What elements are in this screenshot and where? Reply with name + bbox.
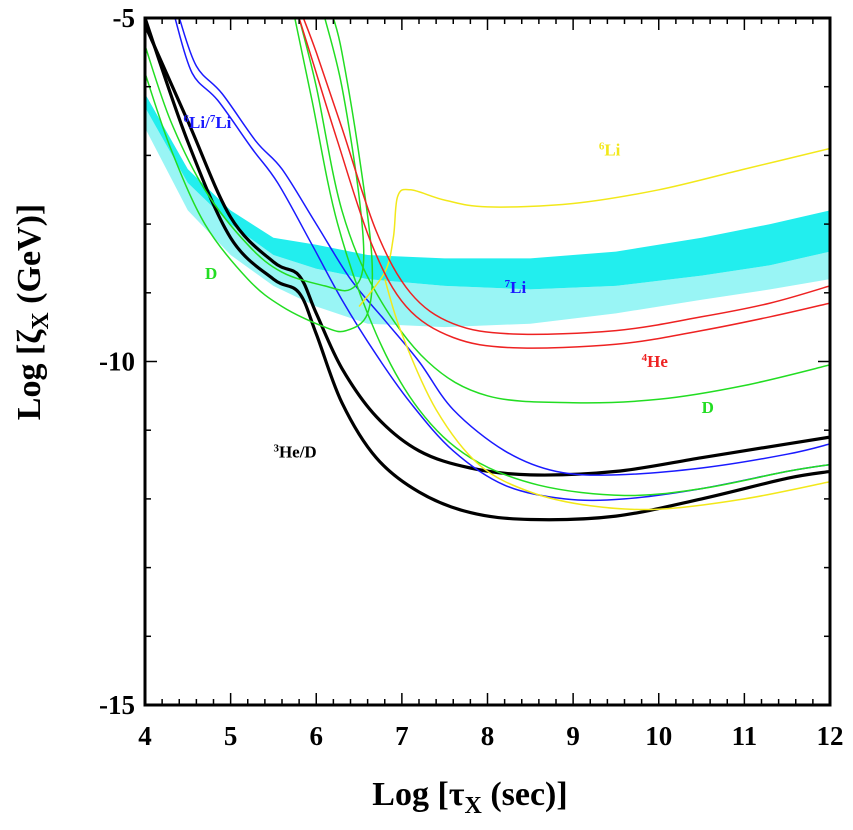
axis-ticks bbox=[144, 17, 831, 706]
curve-label-0: 6Li/7Li bbox=[184, 113, 232, 132]
x-tick-label: 12 bbox=[817, 721, 844, 751]
y-title-sub: X bbox=[28, 312, 54, 330]
curve-7 bbox=[294, 18, 830, 497]
y-tick-label: -15 bbox=[99, 690, 135, 720]
y-tick-label: -5 bbox=[113, 3, 136, 33]
x-tick-label: 4 bbox=[138, 721, 152, 751]
x-axis-title: Log [τX (sec)] bbox=[372, 776, 567, 819]
x-tick-label: 5 bbox=[224, 721, 238, 751]
curve-10 bbox=[302, 18, 830, 336]
curve-9 bbox=[384, 278, 830, 511]
curve-4 bbox=[145, 18, 365, 292]
curve-label-4: D bbox=[205, 264, 217, 283]
y-tick-label: -10 bbox=[99, 347, 135, 377]
x-title-main: Log [τ bbox=[372, 776, 465, 813]
axis-tick-labels: 4 5 6 7 8 9 10 11 12 -5 -10 -15 bbox=[99, 3, 844, 751]
x-tick-label: 9 bbox=[566, 721, 580, 751]
y-axis-title: Log [ζX (GeV)] bbox=[11, 204, 54, 420]
lithium-7-bands bbox=[145, 93, 830, 328]
x-title-sub: X bbox=[464, 793, 482, 819]
curve-5 bbox=[145, 18, 374, 333]
curve-1 bbox=[145, 24, 830, 477]
x-tick-label: 11 bbox=[732, 721, 758, 751]
curve-0 bbox=[145, 18, 830, 522]
curve-label-2: 7Li bbox=[505, 278, 527, 297]
curve-label-5: D bbox=[702, 398, 714, 417]
x-title-end: (sec)] bbox=[482, 776, 568, 813]
x-tick-label: 7 bbox=[395, 721, 409, 751]
x-tick-label: 6 bbox=[310, 721, 324, 751]
constraint-curves bbox=[145, 18, 830, 522]
curve-label-6: 3He/D bbox=[273, 443, 316, 462]
curve-label-3: 4He bbox=[642, 352, 669, 371]
x-tick-label: 8 bbox=[481, 721, 495, 751]
band-0 bbox=[145, 107, 830, 328]
y-title-main: Log [ζ bbox=[11, 329, 48, 421]
y-title-end: (GeV)] bbox=[11, 204, 48, 313]
curve-8 bbox=[358, 147, 830, 307]
curve-6 bbox=[298, 18, 830, 404]
x-tick-label: 10 bbox=[645, 721, 672, 751]
curve-2 bbox=[178, 18, 830, 476]
plot-frame bbox=[143, 16, 832, 707]
curve-labels: 6Li/7Li 6Li 7Li 4He D D 3He/D bbox=[184, 113, 714, 462]
curve-label-1: 6Li bbox=[599, 140, 621, 159]
curve-11 bbox=[298, 18, 830, 349]
